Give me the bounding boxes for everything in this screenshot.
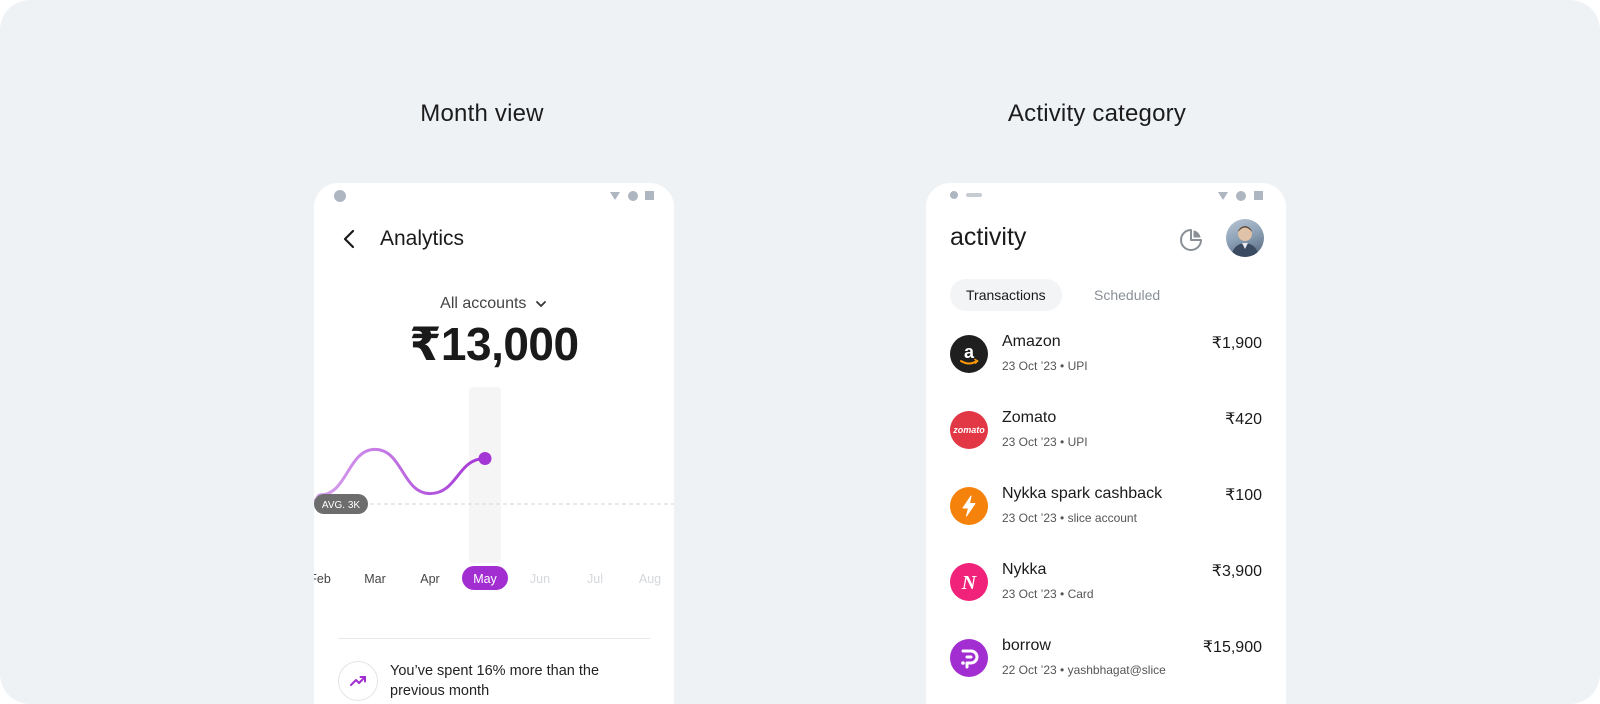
amazon-logo-icon: a bbox=[950, 335, 988, 373]
status-bar bbox=[926, 183, 1286, 209]
tab-scheduled[interactable]: Scheduled bbox=[1094, 287, 1161, 303]
section-title-month-view: Month view bbox=[420, 100, 544, 127]
analytics-button[interactable] bbox=[1178, 227, 1204, 253]
svg-text:N: N bbox=[961, 572, 978, 594]
month-label-jul: Jul bbox=[587, 572, 603, 586]
transaction-row-zomato[interactable]: zomato Zomato 23 Oct ’23 • UPI ₹420 bbox=[926, 397, 1286, 473]
wifi-icon bbox=[1218, 192, 1228, 200]
transaction-name: Amazon bbox=[1002, 333, 1061, 350]
page-title: Analytics bbox=[380, 227, 465, 250]
transaction-name: Nykka bbox=[1002, 561, 1047, 578]
lightning-glyph bbox=[962, 495, 976, 517]
transaction-row-amazon[interactable]: a Amazon 23 Oct ’23 • UPI ₹1,900 bbox=[926, 321, 1286, 397]
borrow-logo-icon bbox=[950, 639, 988, 677]
month-label-aug: Aug bbox=[639, 572, 661, 586]
borrow-logo-glyph bbox=[961, 649, 979, 669]
transaction-meta: 23 Oct ’23 • slice account bbox=[1002, 511, 1137, 525]
month-label-jun: Jun bbox=[530, 572, 550, 586]
user-photo-icon bbox=[1231, 226, 1259, 257]
transaction-amount: ₹1,900 bbox=[1211, 335, 1262, 352]
battery-icon bbox=[645, 191, 654, 200]
transaction-meta: 23 Oct ’23 • UPI bbox=[1002, 435, 1088, 449]
avatar[interactable] bbox=[1226, 219, 1264, 257]
svg-text:zomato: zomato bbox=[952, 425, 985, 435]
signal-icon bbox=[628, 191, 638, 201]
transaction-amount: ₹100 bbox=[1225, 487, 1262, 504]
status-bar bbox=[314, 183, 674, 209]
transaction-name: Nykka spark cashback bbox=[1002, 485, 1163, 502]
signal-icon bbox=[1236, 191, 1246, 201]
insight-badge bbox=[338, 661, 378, 701]
nykaa-logo-glyph: N bbox=[961, 572, 978, 594]
data-point-selected bbox=[478, 452, 492, 465]
section-title-activity-category: Activity category bbox=[1007, 100, 1187, 127]
month-label-mar: Mar bbox=[364, 572, 386, 586]
transaction-amount: ₹3,900 bbox=[1211, 563, 1262, 580]
selected-month-highlight bbox=[469, 387, 501, 563]
selected-month-pill bbox=[462, 566, 508, 590]
chevron-down-icon bbox=[535, 300, 546, 307]
camera-dot-icon bbox=[950, 191, 958, 199]
notification-icon bbox=[966, 193, 982, 197]
transaction-row-borrow[interactable]: borrow 22 Oct ’23 • yashbhagat@slice ₹15… bbox=[926, 625, 1286, 701]
transaction-row-nykka-spark-cashback[interactable]: Nykka spark cashback 23 Oct ’23 • slice … bbox=[926, 473, 1286, 549]
transaction-row-nykka[interactable]: N Nykka 23 Oct ’23 • Card ₹3,900 bbox=[926, 549, 1286, 625]
account-selector[interactable]: All accounts bbox=[314, 295, 674, 313]
phone-activity: activity Transactions Scheduled a bbox=[926, 183, 1286, 704]
trending-up-icon bbox=[350, 676, 366, 686]
tab-transactions[interactable]: Transactions bbox=[950, 279, 1062, 311]
zomato-logo-icon: zomato bbox=[950, 411, 988, 449]
transaction-name: borrow bbox=[1002, 637, 1051, 654]
transaction-meta: 22 Oct ’23 • yashbhagat@slice bbox=[1002, 663, 1166, 677]
amazon-logo-glyph: a bbox=[960, 342, 979, 365]
wifi-icon bbox=[610, 192, 620, 200]
month-label-may: May bbox=[473, 572, 497, 586]
chevron-left-icon bbox=[343, 229, 355, 249]
transaction-amount: ₹15,900 bbox=[1202, 639, 1262, 656]
insight-text: You’ve spent 16% more than the previous … bbox=[390, 663, 600, 699]
transaction-meta: 23 Oct ’23 • UPI bbox=[1002, 359, 1088, 373]
spending-line-chart: AVG. 3K Feb Mar Apr May Jun Jul Aug bbox=[314, 387, 674, 590]
phone-month-view: Analytics All accounts ₹13,000 AVG. 3K Fe… bbox=[314, 183, 674, 704]
nykaa-logo-icon: N bbox=[950, 563, 988, 601]
series-line bbox=[314, 447, 487, 503]
account-selector-label: All accounts bbox=[440, 295, 527, 312]
zomato-logo-glyph: zomato bbox=[952, 425, 985, 435]
camera-dot-icon bbox=[334, 190, 346, 202]
month-label-feb: Feb bbox=[314, 572, 331, 586]
average-label: AVG. 3K bbox=[322, 500, 360, 511]
transaction-meta: 23 Oct ’23 • Card bbox=[1002, 587, 1094, 601]
transaction-amount: ₹420 bbox=[1225, 411, 1262, 428]
average-pill bbox=[314, 494, 368, 514]
total-amount: ₹13,000 bbox=[409, 318, 579, 370]
battery-icon bbox=[1254, 191, 1263, 200]
page-title: activity bbox=[950, 223, 1027, 251]
back-button[interactable] bbox=[338, 227, 362, 251]
svg-text:a: a bbox=[964, 342, 975, 362]
lightning-icon bbox=[950, 487, 988, 525]
pie-chart-icon bbox=[1180, 229, 1202, 251]
transaction-name: Zomato bbox=[1002, 409, 1057, 426]
month-label-apr: Apr bbox=[420, 572, 439, 586]
divider bbox=[338, 638, 650, 639]
